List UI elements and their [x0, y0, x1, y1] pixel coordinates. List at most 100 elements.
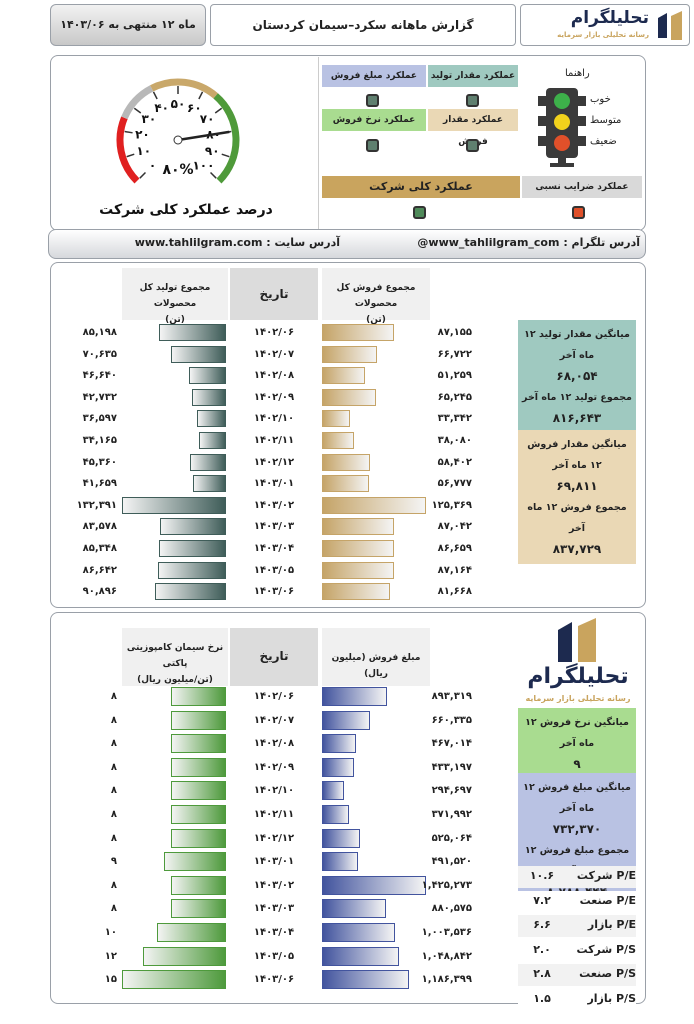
- ratio-value: ۶.۶: [533, 918, 551, 931]
- value-label: ۴۵,۳۶۰: [82, 456, 117, 468]
- value-label: ۸: [110, 832, 117, 844]
- bar: [322, 496, 426, 514]
- value-label: ۸۵,۳۴۸: [82, 543, 117, 554]
- status-dot: [572, 206, 585, 219]
- value-label: ۵۱,۲۵۹: [437, 370, 472, 382]
- site-address: آدرس سایت : www.tahlilgram.com: [80, 236, 340, 249]
- telegram-address: آدرس تلگرام : @www_tahlilgram_com: [380, 236, 640, 249]
- bar: [190, 453, 226, 471]
- value-label: ۸۷,۱۶۴: [437, 564, 472, 576]
- value-label: ۱۰: [104, 927, 117, 938]
- date-label: ۱۴۰۳/۰۳: [253, 903, 295, 915]
- column-header: مبلغ فروش (میلیون ریال): [322, 628, 430, 686]
- value-label: ۸۶,۶۵۹: [437, 543, 472, 554]
- header-unit: (تن/میلیون ریال): [137, 675, 213, 685]
- date-label: ۱۴۰۲/۰۷: [253, 348, 295, 360]
- status-dot: [413, 206, 426, 219]
- bar: [322, 561, 395, 579]
- traffic-light: [538, 88, 586, 167]
- bar: [322, 367, 365, 385]
- value-label: ۸۹۳,۳۱۹: [431, 691, 472, 702]
- gauge-tick-label: ۵۰: [171, 97, 186, 111]
- gauge-tick: [133, 107, 142, 114]
- summary-label: میانگین مقدار تولید ۱۲ ماه آخر: [524, 329, 630, 361]
- summary-label: میانگین نرخ فروش ۱۲ ماه آخر: [525, 717, 629, 749]
- brand-box: تحلیلگرام رسانه تحلیلی بازار سرمایه: [520, 4, 690, 46]
- bar: [156, 923, 226, 942]
- bar: [170, 757, 226, 777]
- bar: [322, 781, 344, 801]
- date-label: ۱۴۰۳/۰۲: [253, 499, 295, 511]
- gauge-tick-label: ۲۰: [135, 127, 150, 141]
- report-title: گزارش ماهانه سکرد–سیمان کردستان: [252, 18, 474, 32]
- bar: [170, 734, 226, 754]
- bar: [322, 583, 390, 601]
- date-label: ۱۴۰۲/۰۹: [253, 391, 295, 403]
- summary-label: میانگین مقدار فروش ۱۲ ماه آخر: [527, 439, 627, 471]
- bar: [170, 781, 226, 801]
- gauge-value-label: ۸۰%: [162, 162, 193, 178]
- value-label: ۳۷۱,۹۹۲: [431, 809, 472, 820]
- bar: [322, 805, 350, 824]
- brand-tagline: رسانه تحلیلی بازار سرمایه: [557, 31, 649, 39]
- summary-box: میانگین مقدار فروش ۱۲ ماه آخر ۶۹,۸۱۱ مجموع…: [518, 430, 636, 564]
- date-label: ۱۴۰۲/۱۱: [253, 435, 295, 446]
- bar: [197, 410, 226, 428]
- bar: [322, 970, 409, 990]
- bar: [322, 828, 361, 848]
- value-label: ۵۲۵,۰۶۴: [431, 832, 472, 844]
- date-label: ۱۴۰۲/۱۱: [253, 809, 295, 820]
- value-label: ۸: [110, 738, 117, 750]
- date-label: ۱۴۰۳/۰۱: [253, 478, 295, 490]
- value-label: ۶۶,۷۲۲: [437, 348, 472, 360]
- guide-title: راهنما: [565, 68, 590, 79]
- brand-logo-large: [558, 618, 596, 662]
- bar: [122, 970, 226, 990]
- bar: [122, 496, 226, 514]
- brand-logo: [658, 11, 682, 40]
- date-label: ۱۴۰۳/۰۵: [253, 950, 295, 962]
- gauge: درصد عملکرد کلی شرکت ۰۱۰۲۰۳۰۴۰۵۰۶۰۷۰۸۰۹۰…: [99, 78, 273, 218]
- site-url: www.tahlilgram.com: [134, 236, 263, 249]
- ratio-label: P/E صنعت: [579, 893, 636, 907]
- ratio-label: P/S بازار: [587, 991, 636, 1005]
- bar: [322, 946, 399, 966]
- date-label: ۱۴۰۳/۰۲: [253, 879, 295, 891]
- divider: [318, 57, 319, 229]
- date-label: ۱۴۰۲/۱۲: [253, 832, 295, 844]
- telegram-label: آدرس تلگرام :: [563, 236, 640, 249]
- summary-value: ۹: [573, 757, 581, 771]
- column-header: تاریخ: [230, 628, 318, 686]
- value-label: ۸: [110, 879, 117, 891]
- bar: [154, 583, 226, 601]
- value-label: ۹: [110, 856, 117, 868]
- value-label: ۶۵,۲۴۵: [437, 391, 472, 403]
- date-label: ۱۴۰۲/۰۶: [253, 691, 295, 702]
- summary-value: ۶۸,۰۵۴: [556, 369, 598, 383]
- bar: [322, 757, 354, 777]
- gauge-tick-label: ۱۰۰: [192, 158, 214, 172]
- value-label: ۸: [110, 761, 117, 773]
- date-label: ۱۴۰۳/۰۶: [253, 586, 295, 598]
- value-label: ۱,۰۰۳,۵۳۶: [421, 927, 472, 938]
- value-label: ۸۷,۱۵۵: [437, 327, 472, 338]
- header-unit: (تن): [165, 315, 185, 325]
- date-label: ۱۴۰۲/۱۰: [253, 785, 295, 797]
- bar: [170, 875, 226, 895]
- bar: [322, 518, 395, 536]
- value-label: ۴۶۷,۰۱۴: [431, 738, 472, 750]
- bar: [322, 875, 426, 895]
- value-label: ۱,۱۸۶,۳۹۹: [421, 974, 472, 986]
- gauge-tick-label: ۱۰: [136, 144, 151, 158]
- value-label: ۱۳۲,۳۹۱: [76, 499, 117, 511]
- bar: [170, 710, 226, 730]
- gauge-tick-label: ۴۰: [154, 101, 169, 115]
- indicator-button: عملکرد نرخ فروش: [322, 109, 426, 131]
- value-label: ۱۲: [104, 950, 117, 962]
- header-text: مجموع تولید کل محصولات: [139, 283, 211, 309]
- value-label: ۸۱,۶۶۸: [437, 586, 472, 598]
- report-period: ماه ۱۲ منتهی به ۱۴۰۳/۰۶: [60, 18, 196, 31]
- ratio-value: ۱۰.۶: [529, 869, 555, 882]
- column-header: مجموع فروش کل محصولات (تن): [322, 268, 430, 325]
- date-label: ۱۴۰۲/۰۸: [253, 370, 295, 382]
